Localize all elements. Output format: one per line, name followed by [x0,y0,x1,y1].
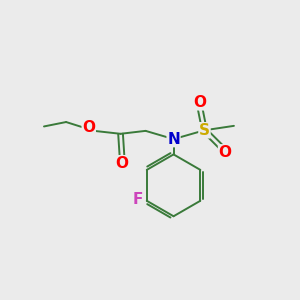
Text: O: O [219,145,232,160]
Text: O: O [82,120,95,135]
Text: S: S [199,123,210,138]
Text: O: O [116,156,128,171]
Text: O: O [194,95,207,110]
Text: N: N [167,132,180,147]
Text: F: F [133,192,143,207]
